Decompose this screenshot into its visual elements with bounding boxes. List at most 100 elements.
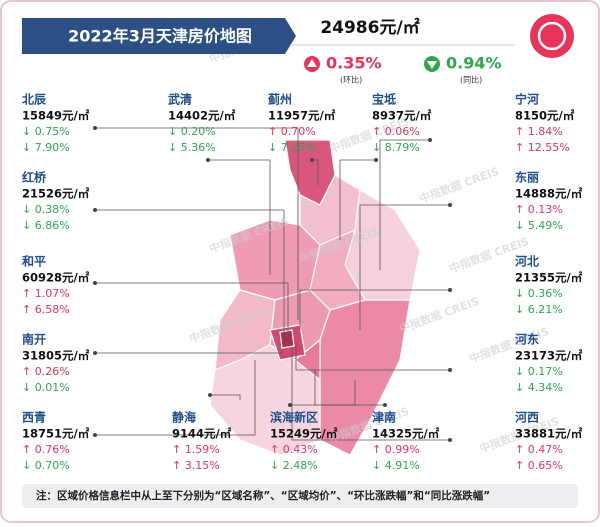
- leader-line: [299, 289, 450, 330]
- leader-dot: [428, 138, 432, 142]
- district-name: 津南: [372, 410, 396, 425]
- district-yoy: ↓ 6.86%: [22, 219, 70, 232]
- leader-dot: [208, 393, 212, 397]
- city-price: 24986元/㎡: [320, 17, 419, 38]
- district-yoy: ↑ 0.65%: [515, 459, 563, 472]
- district-price: 9144元/㎡: [172, 427, 232, 441]
- district-price: 21526元/㎡: [22, 187, 90, 201]
- leader-dot: [93, 126, 97, 130]
- district-yoy: ↑ 12.55%: [515, 141, 570, 154]
- district-price: 15849元/㎡: [22, 109, 90, 123]
- leader-line: [291, 348, 450, 441]
- district-mom: ↑ 0.99%: [372, 443, 420, 456]
- district-name: 滨海新区: [270, 410, 318, 425]
- leader-line: [95, 209, 285, 335]
- leader-line: [210, 394, 241, 400]
- district-yoy: ↑ 6.58%: [22, 303, 70, 316]
- leader-lines: [93, 126, 452, 442]
- leader-line: [379, 139, 430, 270]
- district-yoy: ↓ 5.49%: [515, 219, 563, 232]
- district-mom: ↓ 0.75%: [22, 125, 70, 138]
- district-mom: ↓ 0.36%: [515, 287, 563, 300]
- leader-line: [339, 159, 376, 240]
- district-name: 西青: [22, 410, 46, 425]
- district-mom: ↑ 1.84%: [515, 125, 563, 138]
- leader-dot: [288, 403, 292, 407]
- district-name: 红桥: [22, 170, 47, 185]
- district-price: 33881元/㎡: [515, 427, 583, 441]
- district-mom: ↑ 0.43%: [270, 443, 318, 456]
- district-yoy: ↓ 8.79%: [372, 141, 420, 154]
- leader-line: [359, 204, 450, 330]
- district-name: 北辰: [22, 92, 46, 107]
- leader-line: [95, 360, 256, 436]
- district-name: 宁河: [515, 92, 539, 107]
- district-yoy: ↓ 4.91%: [372, 459, 420, 472]
- note-box: [22, 484, 578, 508]
- leader-dot: [93, 281, 97, 285]
- city-yoy: 0.94%: [446, 54, 502, 73]
- district-price: 60928元/㎡: [22, 271, 90, 285]
- district-price: 18751元/㎡: [22, 427, 90, 441]
- district-yoy: ↓ 0.70%: [22, 459, 70, 472]
- leader-dot: [93, 351, 97, 355]
- city-mom: 0.35%: [326, 54, 382, 73]
- district-name: 河东: [514, 332, 539, 347]
- leader-line: [95, 282, 289, 340]
- district-yoy: ↓ 2.48%: [270, 459, 318, 472]
- district-price: 14325元/㎡: [372, 427, 440, 441]
- district-price: 8937元/㎡: [372, 109, 432, 123]
- district-mom: ↓ 0.20%: [168, 125, 216, 138]
- logo: [530, 14, 574, 58]
- district-yoy: ↓ 4.34%: [515, 381, 563, 394]
- city-mom-label: (环比): [340, 75, 362, 85]
- district-price: 15249元/㎡: [270, 427, 338, 441]
- leader-dot: [448, 203, 452, 207]
- district-price: 11957元/㎡: [268, 109, 336, 123]
- district-name: 静海: [172, 410, 196, 425]
- district-labels: 北辰 15849元/㎡ ↓ 0.75% ↓ 7.90% 武清 14402元/㎡ ↓ 0.20…: [21, 92, 583, 473]
- leader-line: [295, 342, 450, 371]
- district-name: 河北: [514, 254, 539, 269]
- district-price: 14402元/㎡: [168, 109, 236, 123]
- leader-dot: [374, 158, 378, 162]
- district-price: 23173元/㎡: [515, 349, 583, 363]
- district-name: 河西: [514, 410, 539, 425]
- district-mom: ↓ 0.38%: [22, 203, 70, 216]
- district-name: 宝坻: [372, 92, 396, 107]
- leader-dot: [448, 368, 452, 372]
- district-yoy: ↓ 7.90%: [22, 141, 70, 154]
- district-price: 8150元/㎡: [515, 109, 575, 123]
- district-name: 南开: [22, 332, 46, 347]
- leader-dot: [206, 158, 210, 162]
- district-yoy: ↑ 3.15%: [172, 459, 220, 472]
- leader-line: [314, 370, 385, 406]
- district-mom: ↑ 0.26%: [22, 365, 70, 378]
- logo-mark: [537, 21, 567, 51]
- district-name: 蓟州: [267, 92, 292, 107]
- district-mom: ↑ 0.76%: [22, 443, 70, 456]
- title-banner: [22, 18, 296, 54]
- leader-dot: [93, 433, 97, 437]
- district-mom: ↓ 0.17%: [515, 365, 563, 378]
- district-yoy: ↓ 6.21%: [515, 303, 563, 316]
- district-mom: ↑ 0.06%: [372, 125, 420, 138]
- leader-dot: [93, 208, 97, 212]
- down-icon-arrow: [427, 61, 437, 69]
- district-mom: ↑ 1.07%: [22, 287, 70, 300]
- district-yoy: ↓ 0.01%: [22, 381, 70, 394]
- district-price: 21355元/㎡: [515, 271, 583, 285]
- district-price: 14888元/㎡: [515, 187, 583, 201]
- district-name: 东丽: [515, 170, 539, 185]
- leader-line: [95, 127, 299, 320]
- leader-dot: [448, 438, 452, 442]
- leader-dot: [448, 288, 452, 292]
- district-yoy: ↓ 7.25%: [268, 141, 316, 154]
- district-mom: ↑ 0.47%: [515, 443, 563, 456]
- note: 注：区域价格信息栏中从上至下分别为“区域名称”、“区域均价”、“环比涨跌幅”和“…: [36, 489, 490, 502]
- leader-line: [208, 159, 271, 275]
- city-yoy-label: (同比): [460, 75, 482, 85]
- district-mom: ↑ 0.13%: [515, 203, 563, 216]
- up-icon-arrow: [307, 59, 317, 67]
